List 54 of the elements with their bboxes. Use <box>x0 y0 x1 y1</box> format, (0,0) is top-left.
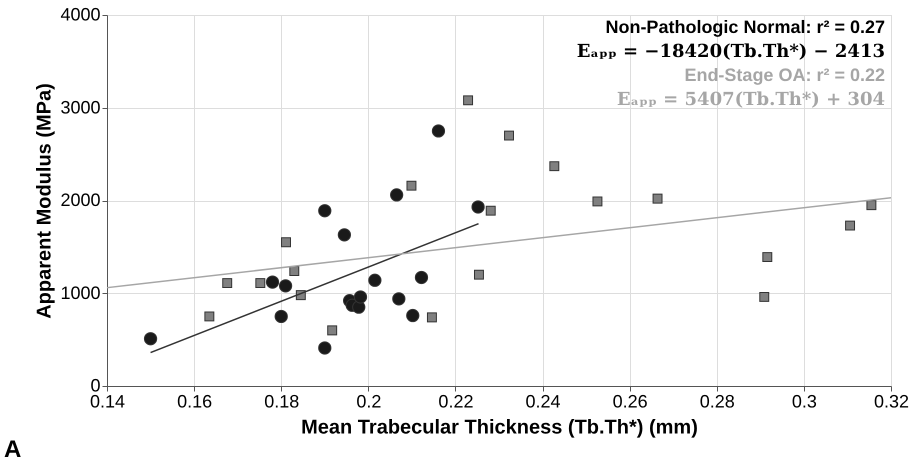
point <box>592 196 602 206</box>
point <box>866 200 876 210</box>
point <box>406 180 416 191</box>
point <box>759 292 770 302</box>
point <box>471 200 485 214</box>
x-axis-title: Mean Trabecular Thickness (Tb.Th*) (mm) <box>301 416 698 438</box>
y-tick-label: 2000 <box>60 190 100 210</box>
point <box>414 270 428 284</box>
x-tick-label: 0.16 <box>177 392 212 412</box>
x-tick-label: 0.18 <box>264 392 300 412</box>
point <box>289 266 300 276</box>
point <box>144 332 158 346</box>
point <box>255 278 266 288</box>
point <box>390 188 404 202</box>
annotation: Eₐₚₚ = 5407(Tb.Th*) + 304 <box>616 89 885 110</box>
point <box>652 194 663 204</box>
point <box>486 206 496 216</box>
point <box>845 220 856 231</box>
y-axis-title: Apparent Modulus (MPa) <box>33 83 56 319</box>
point <box>463 95 474 106</box>
x-tick-label: 0.26 <box>612 392 648 412</box>
point <box>392 292 406 306</box>
x-tick-label: 0.2 <box>356 392 382 412</box>
x-tick-label: 0.24 <box>526 392 561 412</box>
point <box>318 204 332 218</box>
point <box>368 274 382 287</box>
x-tick-label: 0.3 <box>792 392 817 412</box>
point <box>354 290 368 304</box>
y-tick-label: 4000 <box>60 4 100 24</box>
point <box>504 130 514 141</box>
point <box>327 325 338 336</box>
x-tick-label: 0.32 <box>874 392 910 412</box>
point <box>549 161 560 172</box>
point <box>204 311 214 322</box>
point <box>318 341 332 355</box>
text: A <box>4 436 22 463</box>
point <box>281 237 291 248</box>
annotation: Eₐₚₚ = −18420(Tb.Th*) − 2413 <box>576 41 885 62</box>
point <box>474 270 484 280</box>
annotation: Non-Pathologic Normal: r² = 0.27 <box>605 17 885 37</box>
point <box>432 124 446 138</box>
point <box>278 279 292 292</box>
point <box>762 252 772 262</box>
y-tick-label: 1000 <box>60 282 100 303</box>
x-tick-label: 0.22 <box>438 392 474 412</box>
y-tick-label: 3000 <box>60 97 100 118</box>
point <box>406 308 420 322</box>
point <box>274 310 288 324</box>
point <box>426 312 437 322</box>
point <box>338 228 351 242</box>
point <box>266 276 280 289</box>
annotation: End-Stage OA: r² = 0.22 <box>684 65 885 85</box>
point <box>222 278 232 288</box>
x-tick-label: 0.28 <box>700 392 735 412</box>
